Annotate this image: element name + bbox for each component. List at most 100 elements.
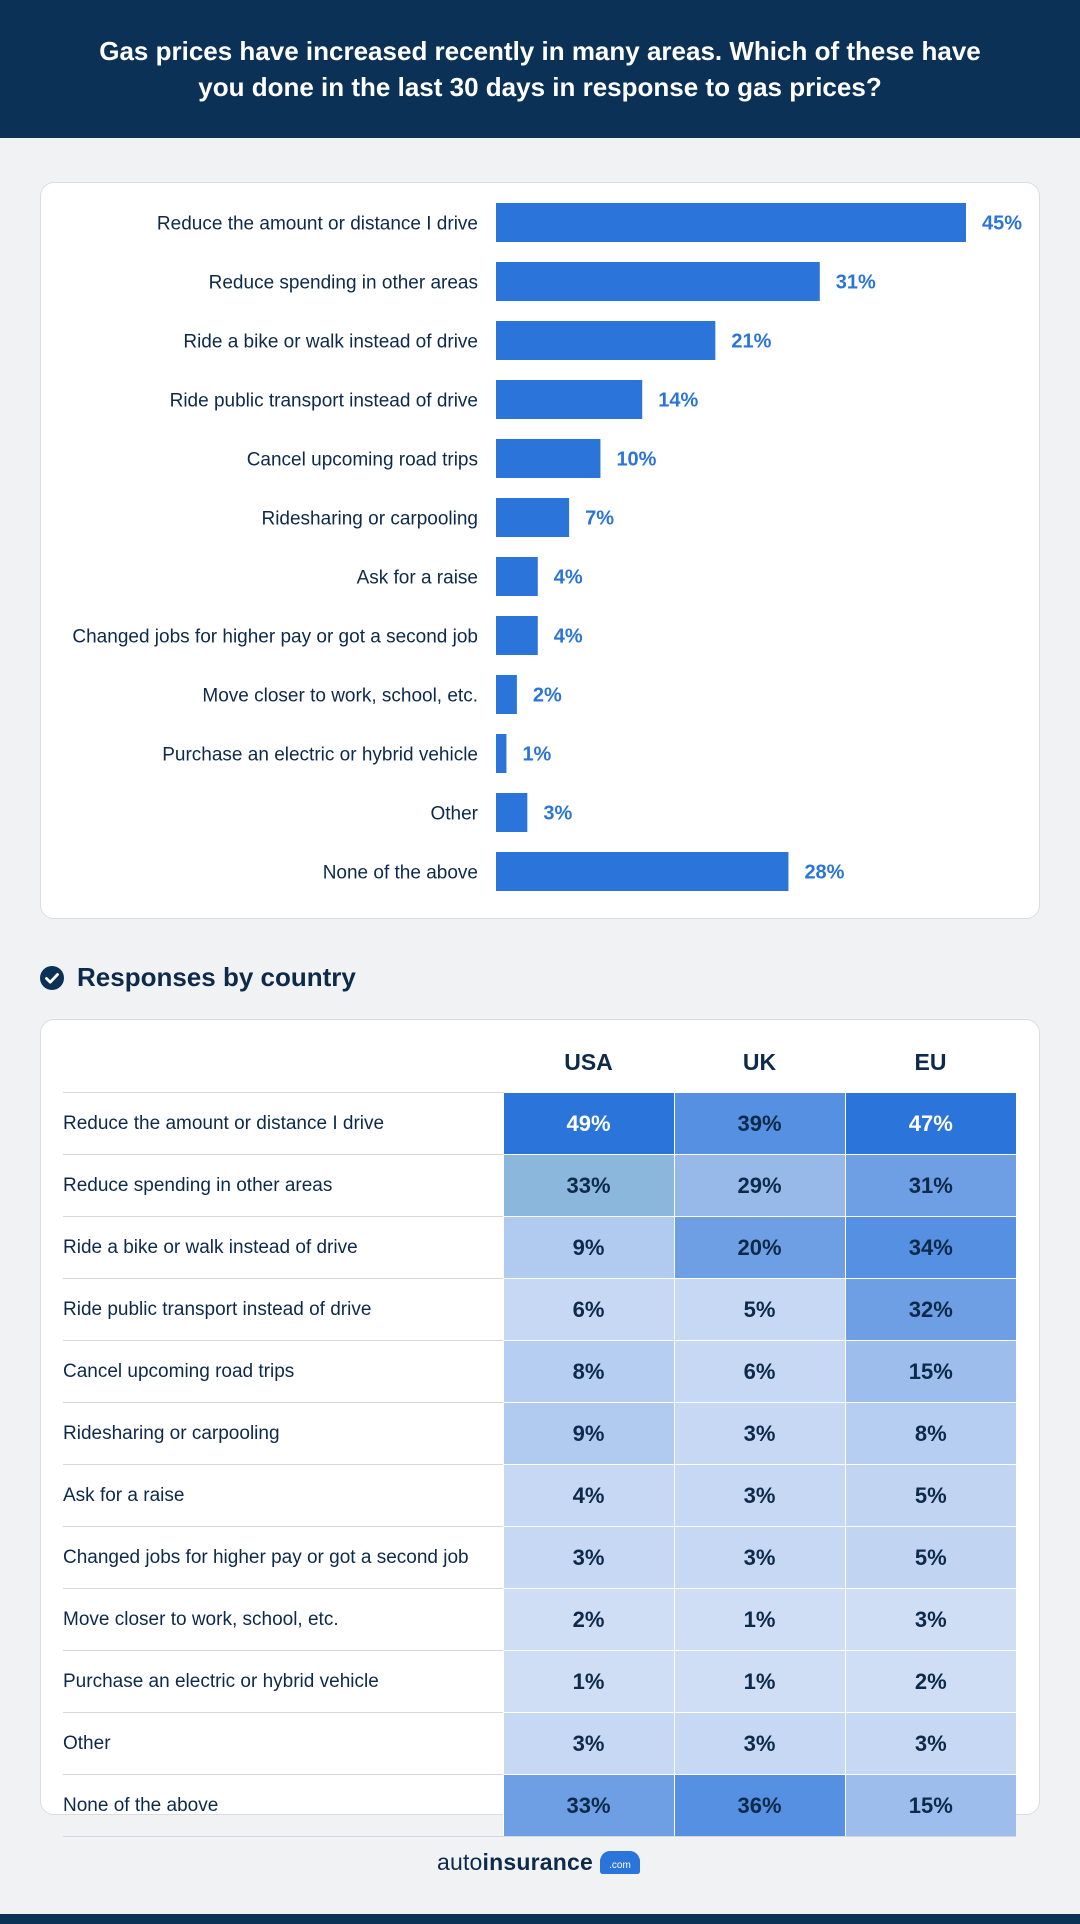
cell-eu: 32% [844,1278,1016,1341]
bar [496,675,517,714]
bar [496,557,538,596]
brand-suffix: .com [609,1860,631,1871]
bar-value-label: 4% [554,626,583,648]
brand-wordmark: autoinsurance [437,1849,593,1876]
bar-category-label: Changed jobs for higher pay or got a sec… [72,627,478,648]
table-row: Ride public transport instead of drive 6%… [63,1278,1016,1341]
bar-category-label: Ride a bike or walk instead of drive [183,332,478,353]
bar-category-label: None of the above [323,863,478,884]
cell-eu: 5% [844,1526,1016,1589]
brand-main: insurance [482,1848,594,1875]
table-row: Ridesharing or carpooling 9% 3% 8% [63,1402,1016,1465]
row-label: Other [63,1712,503,1775]
table-header-blank [63,1032,503,1093]
bar-category-label: Other [430,804,478,825]
header-banner: Gas prices have increased recently in ma… [0,0,1080,138]
bar [496,498,570,537]
check-circle-icon [40,965,64,990]
bar [496,380,643,419]
column-header-usa: USA [564,1048,613,1075]
cell-usa: 6% [502,1278,674,1341]
cell-uk: 1% [673,1588,845,1651]
cell-uk: 3% [673,1712,845,1775]
cell-usa: 33% [502,1774,674,1837]
bar-category-label: Reduce the amount or distance I drive [157,214,478,235]
bar-category-label: Ride public transport instead of drive [170,391,478,412]
bar [496,852,789,891]
bar [496,439,601,478]
table-row: Ask for a raise 4% 3% 5% [63,1464,1016,1527]
cell-uk: 6% [673,1340,845,1403]
cell-usa: 1% [502,1650,674,1713]
bar-value-label: 2% [533,685,562,707]
bar-chart: Reduce the amount or distance I drive 45%… [72,203,1022,891]
table-row: Other 3% 3% 3% [63,1712,1016,1775]
cell-usa: 2% [502,1588,674,1651]
cell-eu: 5% [844,1464,1016,1527]
bar [496,793,528,832]
section-title-text: Responses by country [77,962,356,992]
row-label: Changed jobs for higher pay or got a sec… [63,1526,503,1589]
section-title: Responses by country [40,962,356,993]
table-header-row: USA UK EU [63,1032,1016,1093]
table-row: Reduce the amount or distance I drive 49%… [63,1092,1016,1155]
bar-value-label: 21% [731,331,771,353]
cell-eu: 34% [844,1216,1016,1279]
row-label: Purchase an electric or hybrid vehicle [63,1650,503,1713]
bar-value-label: 1% [522,744,551,766]
table-row: Move closer to work, school, etc. 2% 1% 3% [63,1588,1016,1651]
bar-value-label: 45% [982,213,1022,235]
bar-value-label: 3% [543,803,572,825]
cell-eu: 31% [844,1154,1016,1217]
table-body: Reduce the amount or distance I drive 49%… [63,1092,1016,1837]
cell-usa: 3% [502,1712,674,1775]
column-header-eu: EU [914,1048,947,1075]
row-label: Ride a bike or walk instead of drive [63,1216,503,1279]
bar-category-label: Purchase an electric or hybrid vehicle [162,745,478,766]
row-label: Ride public transport instead of drive [63,1278,503,1341]
footer-logo: autoinsurance .com [0,1848,1080,1876]
cell-eu: 8% [844,1402,1016,1465]
bar-value-label: 10% [616,449,656,471]
bar-category-label: Reduce spending in other areas [209,273,478,294]
bar-value-label: 4% [554,567,583,589]
bar [496,616,538,655]
cell-eu: 15% [844,1340,1016,1403]
row-label: Reduce the amount or distance I drive [63,1092,503,1155]
cell-eu: 3% [844,1712,1016,1775]
table-row: Purchase an electric or hybrid vehicle 1%… [63,1650,1016,1713]
cell-usa: 8% [502,1340,674,1403]
row-label: Reduce spending in other areas [63,1154,503,1217]
cell-uk: 3% [673,1464,845,1527]
cell-usa: 9% [502,1216,674,1279]
cell-uk: 36% [673,1774,845,1837]
column-header-uk: UK [742,1048,777,1075]
row-label: Ask for a raise [63,1464,503,1527]
bar [496,734,507,773]
cell-usa: 49% [502,1092,674,1155]
cell-uk: 3% [673,1402,845,1465]
bar-category-label: Cancel upcoming road trips [247,450,478,471]
cell-eu: 47% [844,1092,1016,1155]
bar-value-label: 14% [658,390,698,412]
cell-uk: 39% [673,1092,845,1155]
bar-category-label: Move closer to work, school, etc. [202,686,478,707]
bar-value-label: 31% [836,272,876,294]
cell-uk: 3% [673,1526,845,1589]
cell-uk: 20% [673,1216,845,1279]
brand-prefix: auto [436,1848,483,1875]
table-row: Reduce spending in other areas 33% 29% 31% [63,1154,1016,1217]
country-table: USA UK EU Reduce the amount or distance … [63,1032,1016,1837]
cell-usa: 9% [502,1402,674,1465]
bar-value-label: 7% [585,508,614,530]
cell-usa: 3% [502,1526,674,1589]
bar-chart-card: Reduce the amount or distance I drive 45%… [40,182,1040,919]
row-label: None of the above [63,1774,503,1837]
bar-value-label: 28% [804,862,844,884]
cell-eu: 15% [844,1774,1016,1837]
cell-uk: 1% [673,1650,845,1713]
bar [496,321,716,360]
table-row: Ride a bike or walk instead of drive 9% 20… [63,1216,1016,1279]
page-title: Gas prices have increased recently in ma… [99,36,981,102]
cell-eu: 3% [844,1588,1016,1651]
